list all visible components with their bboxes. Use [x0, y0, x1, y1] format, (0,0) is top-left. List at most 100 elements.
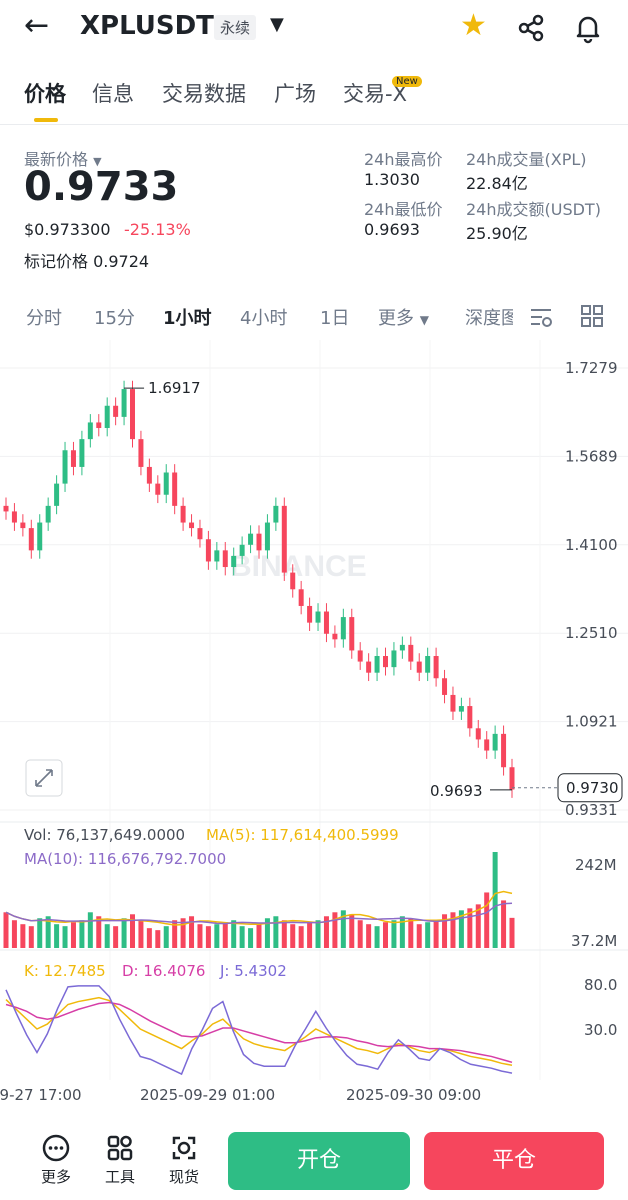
volume-bar	[87, 912, 93, 948]
volume-bar	[62, 926, 68, 948]
spot-icon	[172, 1136, 196, 1160]
volume-bar	[425, 922, 431, 948]
x-tick-1: 2025-09-29 01:00	[140, 1086, 275, 1104]
more-button[interactable]: 更多	[32, 1134, 80, 1187]
tab-square[interactable]: 广场	[274, 82, 316, 106]
tab-price[interactable]: 价格	[24, 82, 66, 106]
close-position-button[interactable]: 平仓	[424, 1132, 604, 1190]
bell-icon[interactable]	[572, 12, 604, 44]
x-tick-0: 09-27 17:00	[0, 1086, 82, 1104]
volume-bar	[349, 914, 355, 948]
candlestick-chart[interactable]: BINANCE 1.7279 1.5689 1.4100 1.2510 1.0921 0.…	[0, 340, 628, 1110]
volume-bar	[298, 926, 304, 948]
candle	[374, 656, 380, 673]
latest-price-label[interactable]: 最新价格 ▼	[24, 150, 102, 169]
volume-bar	[248, 928, 254, 948]
tab-trading-data[interactable]: 交易数据	[162, 82, 246, 106]
candle	[28, 528, 34, 551]
symbol-dropdown-caret-icon[interactable]: ▼	[270, 14, 284, 35]
volume-bar	[264, 918, 270, 948]
price-axis: 1.7279 1.5689 1.4100 1.2510 1.0921 0.9331	[565, 359, 618, 819]
volume-bar	[79, 920, 85, 948]
candle	[425, 656, 431, 673]
depth-chart-tab[interactable]: 深度图	[465, 308, 513, 329]
volume-bar	[180, 918, 186, 948]
timeframe-4h[interactable]: 4小时	[240, 308, 288, 329]
volume-ma5-line	[5, 890, 513, 926]
expand-chart-button[interactable]	[25, 759, 63, 797]
candle	[323, 611, 329, 634]
candle	[20, 522, 26, 529]
current-price-box[interactable]	[557, 773, 623, 803]
volume-bar	[467, 908, 473, 948]
candle	[214, 550, 220, 562]
candle	[391, 650, 397, 668]
volume-bar	[222, 922, 228, 948]
star-icon[interactable]: ★	[460, 8, 487, 43]
timeframe-1h[interactable]: 1小时	[163, 308, 212, 329]
timeframe-1[interactable]: 分时	[26, 308, 62, 329]
price-tick-3: 1.2510	[565, 624, 618, 642]
ma10-label: MA(10): 116,676,792.7000	[24, 850, 226, 868]
candle	[239, 544, 245, 556]
low-marker-label: 0.9693	[430, 782, 483, 800]
layout-grid-icon[interactable]	[580, 304, 604, 328]
active-tab-indicator	[34, 118, 58, 122]
candle	[408, 644, 414, 662]
price-tick-2: 1.4100	[565, 536, 618, 554]
volume-bar	[11, 920, 17, 948]
volume-bar	[197, 924, 203, 948]
candle	[366, 661, 372, 673]
volume-label: 24h成交量(XPL)	[466, 150, 587, 169]
candle	[205, 539, 211, 562]
volume-bar	[340, 910, 346, 948]
candle	[54, 483, 60, 506]
candle	[290, 572, 296, 590]
volume-bar	[323, 916, 329, 948]
candle	[501, 733, 507, 768]
volume-value: 22.84亿	[466, 174, 528, 193]
spot-button[interactable]: 现货	[160, 1134, 208, 1187]
candle	[79, 439, 85, 467]
kdj-d-line	[5, 1001, 513, 1064]
price-tick-4: 1.0921	[565, 713, 618, 731]
candle	[87, 422, 93, 440]
timeframe-1d[interactable]: 1日	[320, 308, 350, 329]
tools-button[interactable]: 工具	[96, 1134, 144, 1187]
volume-bar	[104, 924, 110, 948]
kdj-tick-80: 80.0	[584, 976, 617, 994]
candle	[11, 511, 17, 523]
volume-bar	[20, 924, 26, 948]
low-marker: 0.9693	[430, 782, 512, 800]
candle	[492, 733, 498, 751]
spot-label: 现货	[168, 1168, 199, 1186]
tab-info[interactable]: 信息	[92, 82, 134, 106]
timeframe-more[interactable]: 更多 ▼	[378, 308, 429, 329]
timeframe-15m[interactable]: 15分	[94, 308, 135, 329]
candle	[45, 505, 51, 523]
open-position-button[interactable]: 开仓	[228, 1132, 410, 1190]
volume-bar	[70, 922, 76, 948]
candle	[458, 706, 464, 712]
symbol-title[interactable]: XPLUSDT	[80, 11, 214, 41]
volume-value-label: Vol: 76,137,649.0000	[24, 826, 185, 844]
candle	[340, 617, 346, 640]
last-price: 0.9733	[24, 164, 179, 210]
volume-bar	[146, 928, 152, 948]
volume-bar	[214, 924, 220, 948]
share-icon[interactable]	[516, 12, 548, 44]
volume-bar	[433, 920, 439, 948]
usd-price: $0.973300	[24, 220, 111, 239]
volume-bars	[3, 852, 515, 948]
volume-bar	[484, 892, 490, 948]
volume-bar	[332, 912, 338, 948]
candle	[138, 439, 144, 467]
candle	[104, 405, 110, 429]
indicator-settings-icon[interactable]	[528, 304, 554, 330]
kdj-j-label: J: 5.4302	[219, 962, 287, 980]
candle	[467, 706, 473, 729]
candle	[163, 472, 169, 495]
back-arrow-icon[interactable]: ←	[24, 8, 50, 43]
current-price-label: 0.9730	[566, 779, 619, 797]
volume-bar	[273, 916, 279, 948]
